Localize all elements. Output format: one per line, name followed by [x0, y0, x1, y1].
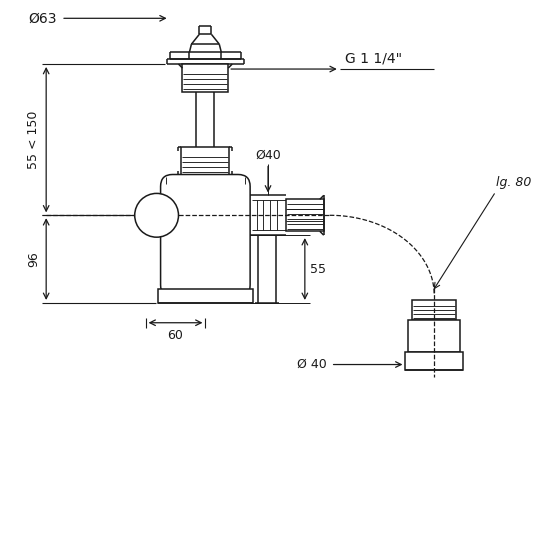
Bar — [182, 147, 229, 174]
Bar — [408, 320, 460, 352]
Text: 55 < 150: 55 < 150 — [27, 111, 40, 169]
Circle shape — [135, 193, 179, 237]
Bar — [183, 64, 228, 92]
Bar — [158, 289, 253, 303]
Bar — [412, 300, 456, 320]
Text: 55: 55 — [310, 263, 326, 276]
Bar — [405, 352, 463, 370]
Text: G 1 1/4": G 1 1/4" — [345, 51, 402, 65]
Text: Ø63: Ø63 — [29, 11, 57, 25]
Bar — [286, 199, 324, 231]
Text: Ø 40: Ø 40 — [297, 358, 327, 371]
Text: lg. 80: lg. 80 — [496, 177, 531, 190]
FancyBboxPatch shape — [161, 174, 250, 297]
Text: Ø40: Ø40 — [255, 149, 281, 161]
Text: 96: 96 — [27, 251, 40, 267]
Text: 60: 60 — [168, 329, 184, 342]
